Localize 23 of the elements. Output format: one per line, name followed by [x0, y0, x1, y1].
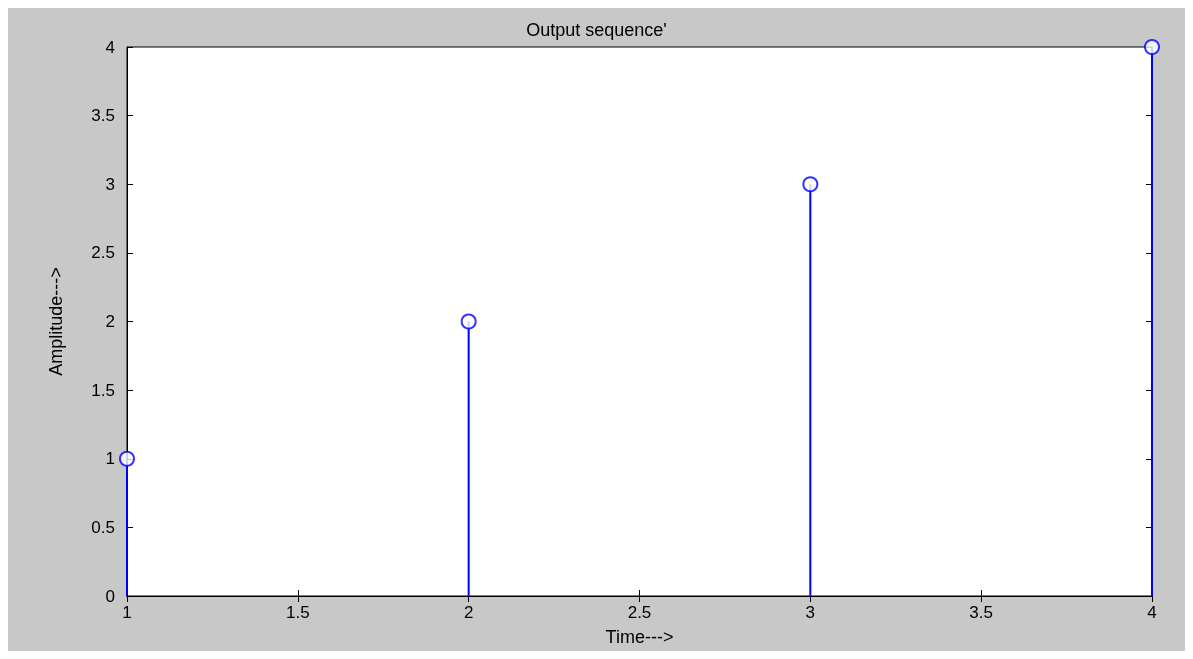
y-tick-label: 3	[105, 174, 115, 194]
y-tick-label: 1	[105, 449, 115, 469]
x-tick-label: 1	[122, 603, 132, 622]
y-tick-label: 2.5	[91, 243, 115, 263]
y-tick-label: 0	[105, 586, 115, 606]
x-tick-label: 3.5	[969, 603, 993, 622]
point	[802, 176, 819, 193]
y-tick-label: 4	[105, 37, 115, 57]
x-tick-label: 2	[463, 603, 474, 622]
point	[1144, 39, 1160, 55]
point	[119, 450, 135, 467]
x-tick-label: 3	[805, 603, 816, 622]
y-tick-label: 0.5	[91, 517, 115, 537]
y-axis-title: Amplitude--->	[46, 267, 66, 376]
y-tick-label: 2	[105, 312, 115, 331]
x-axis-title: Time--->	[605, 627, 674, 647]
y-tick-label: 3.5	[91, 106, 115, 126]
x-tick-label: 4	[1147, 603, 1157, 622]
x-tick-label: 2.5	[627, 603, 652, 622]
x-tick-label: 1.5	[286, 603, 310, 622]
y-tick-label: 1.5	[91, 380, 115, 400]
chart-title: Output sequence'	[526, 20, 667, 40]
point	[460, 313, 477, 330]
